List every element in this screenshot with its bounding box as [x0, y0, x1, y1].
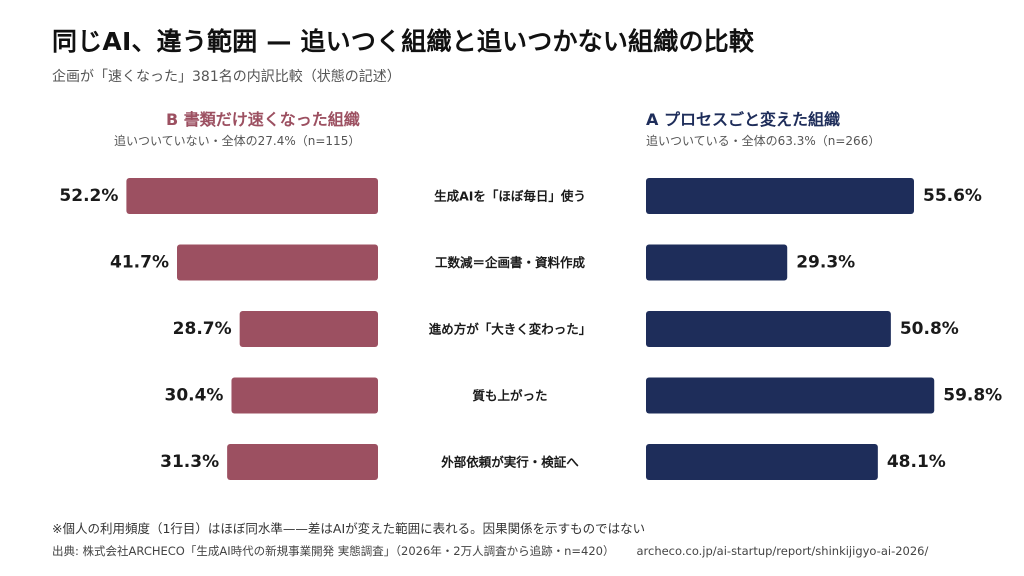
- bar-a-4: [646, 444, 878, 480]
- category-label-0: 生成AIを「ほぼ毎日」使う: [434, 189, 586, 204]
- value-label-a-2: 50.8%: [900, 319, 959, 339]
- value-label-b-4: 31.3%: [160, 452, 219, 472]
- value-label-a-0: 55.6%: [923, 186, 982, 206]
- footnote: ※個人の利用頻度（1行目）はほぼ同水準——差はAIが変えた範囲に表れる。因果関係…: [52, 521, 646, 536]
- category-label-3: 質も上がった: [472, 388, 547, 403]
- category-label-2: 進め方が「大きく変わった」: [429, 322, 592, 337]
- group-b-subtitle: 追いついていない・全体の27.4%（n=115）: [114, 134, 361, 148]
- bar-b-2: [239, 311, 378, 347]
- value-label-b-3: 30.4%: [164, 386, 223, 406]
- bar-b-0: [126, 178, 378, 214]
- group-a-title: A プロセスごと変えた組織: [646, 110, 840, 129]
- bar-b-3: [231, 377, 378, 414]
- value-label-b-1: 41.7%: [110, 253, 169, 273]
- bar-a-1: [646, 244, 788, 281]
- bar-a-3: [646, 377, 935, 414]
- bar-b-4: [227, 444, 378, 480]
- page-subtitle: 企画が「速くなった」381名の内訳比較（状態の記述）: [52, 69, 401, 85]
- category-label-1: 工数減＝企画書・資料作成: [435, 255, 586, 270]
- value-label-a-3: 59.8%: [943, 386, 1002, 406]
- bar-b-1: [177, 244, 378, 281]
- source-line: 出典: 株式会社ARCHECO「生成AI時代の新規事業開発 実態調査」（2026…: [52, 543, 950, 559]
- value-label-a-4: 48.1%: [887, 452, 946, 472]
- category-label-4: 外部依頼が実行・検証へ: [440, 455, 579, 470]
- group-b-title: B 書類だけ速くなった組織: [166, 110, 360, 129]
- value-label-a-1: 29.3%: [796, 253, 855, 273]
- source-text: 出典: 株式会社ARCHECO「生成AI時代の新規事業開発 実態調査」（2026…: [52, 544, 615, 558]
- source-url: archeco.co.jp/ai-startup/report/shinkiji…: [636, 544, 929, 558]
- bar-a-2: [646, 311, 891, 347]
- group-a-subtitle: 追いついている・全体の63.3%（n=266）: [646, 134, 881, 148]
- value-label-b-2: 28.7%: [173, 319, 232, 339]
- bar-a-0: [646, 178, 914, 214]
- value-label-b-0: 52.2%: [59, 186, 118, 206]
- page-title: 同じAI、違う範囲 — 追いつく組織と追いつかない組織の比較: [52, 27, 755, 56]
